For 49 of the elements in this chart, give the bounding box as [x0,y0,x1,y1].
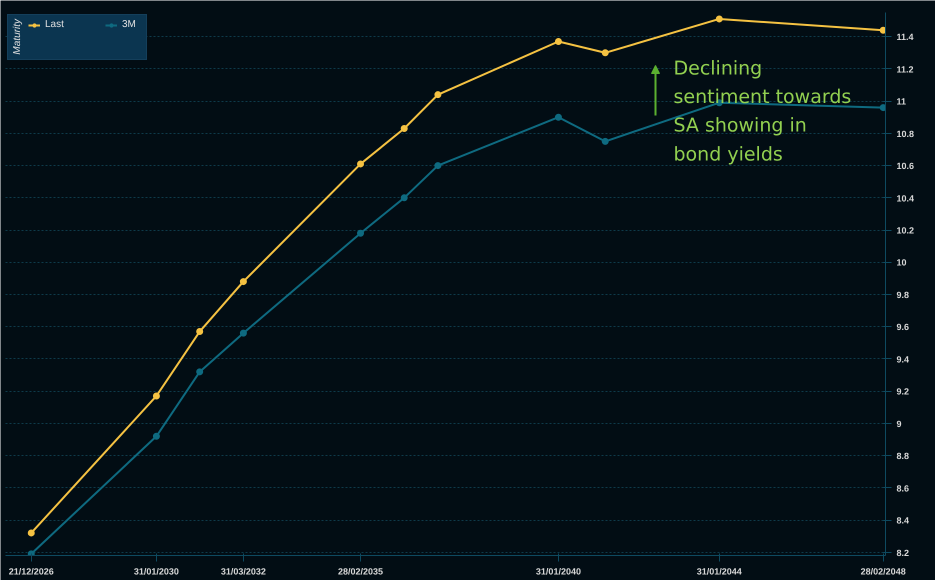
point [240,330,247,337]
y-tick-label: 8.2 [896,548,910,558]
x-tick-label: 28/02/2048 [860,566,906,576]
y-tick-label: 9.4 [896,354,910,364]
y-tick-label: 8.6 [896,483,910,494]
point [357,160,364,168]
point [196,368,204,376]
point [602,49,609,56]
legend-label: 3M [122,19,137,30]
point [357,230,364,237]
y-tick-label: 8.4 [896,516,910,526]
point [28,550,35,556]
y-tick-label: 11.4 [896,32,914,42]
y-tick-label: 8.8 [896,451,910,462]
point [240,278,247,286]
point [196,328,204,336]
point [434,162,442,170]
point [400,194,408,202]
y-tick-label: 9.6 [896,322,910,332]
y-tick-label: 10.4 [896,193,914,204]
y-tick-label: 10 [896,258,907,268]
point [880,26,886,34]
point [152,432,160,440]
legend-title: Maturity [12,19,23,55]
y-tick-label: 10.6 [896,161,914,172]
point [716,15,723,22]
annotation: Declining sentiment towards SA showing in bond yields [674,58,852,166]
point [602,138,609,145]
legend-label: Last [45,19,65,30]
x-tick-label: 31/01/2040 [536,566,581,576]
point [880,104,886,112]
point [152,392,160,400]
y-tick-label: 10.2 [896,226,914,236]
point [554,114,562,121]
point [28,529,35,536]
x-tick-label: 31/03/2032 [220,566,266,576]
point [554,38,562,45]
y-tick-label: 9 [896,418,902,429]
y-tick-label: 10.8 [896,128,914,139]
x-tick-label: 21/12/2026 [8,566,54,576]
y-tick-label: 9.2 [896,386,910,397]
x-tick-label: 31/01/2044 [696,566,742,576]
x-tick-label: 28/02/2035 [338,566,384,576]
y-tick-label: 11.2 [896,64,914,74]
x-tick-label: 31/01/2030 [134,566,179,576]
point [434,91,442,98]
point [400,125,408,132]
y-tick-label: 9.8 [896,290,910,300]
y-tick-label: 11 [896,96,906,107]
